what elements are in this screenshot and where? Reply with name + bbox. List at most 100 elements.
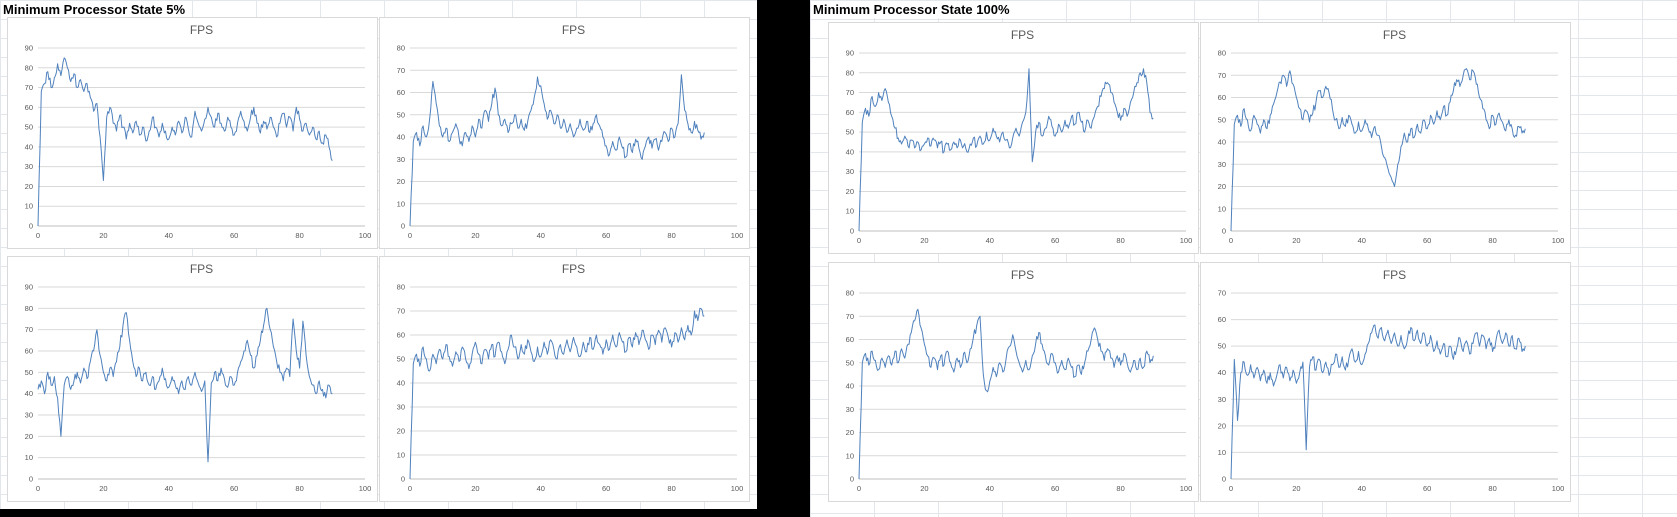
chart-title: FPS — [1383, 28, 1406, 42]
y-tick-label: 60 — [397, 331, 405, 340]
fps-line-series — [37, 57, 333, 227]
y-tick-label: 80 — [397, 44, 405, 53]
y-tick-label: 40 — [846, 382, 854, 391]
y-tick-label: 0 — [850, 475, 854, 484]
y-tick-label: 40 — [25, 142, 33, 151]
x-tick-label: 0 — [408, 231, 412, 240]
y-tick-label: 70 — [25, 325, 33, 334]
fps-chart-5pct-run2[interactable]: 0 10 20 30 40 50 60 70 80 0 20 40 60 80 100 FPS — [379, 17, 750, 249]
x-tick-label: 20 — [920, 236, 928, 245]
y-tick-label: 70 — [397, 307, 405, 316]
y-tick-label: 70 — [25, 83, 33, 92]
y-tick-label: 30 — [25, 162, 33, 171]
chart-title: FPS — [190, 262, 213, 276]
y-tick-label: 90 — [25, 283, 33, 292]
chart-title: FPS — [1383, 268, 1406, 282]
chart-canvas: 0 10 20 30 40 50 60 70 80 90 0 20 40 60 80 100 FPS — [829, 23, 1198, 253]
x-tick-label: 80 — [667, 231, 675, 240]
x-tick-label: 100 — [1180, 484, 1193, 493]
fps-chart-5pct-run1[interactable]: 0 10 20 30 40 50 60 70 80 90 0 20 40 60 80 100 FPS — [7, 17, 378, 249]
x-tick-label: 20 — [1292, 484, 1300, 493]
y-tick-label: 70 — [1218, 289, 1226, 298]
y-tick-label: 40 — [397, 379, 405, 388]
chart-canvas: 0 10 20 30 40 50 60 70 80 0 20 40 60 80 100 FPS — [829, 263, 1198, 501]
fps-chart-100pct-run3[interactable]: 0 10 20 30 40 50 60 70 80 0 20 40 60 80 100 FPS — [828, 262, 1199, 502]
x-tick-label: 40 — [537, 231, 545, 240]
fps-chart-100pct-run2[interactable]: 0 10 20 30 40 50 60 70 80 0 20 40 60 80 100 FPS — [1200, 22, 1571, 254]
x-tick-label: 40 — [537, 484, 545, 493]
x-tick-label: 0 — [1229, 236, 1233, 245]
y-tick-label: 30 — [1218, 395, 1226, 404]
y-tick-label: 30 — [397, 403, 405, 412]
y-tick-label: 60 — [25, 347, 33, 356]
y-tick-label: 50 — [397, 355, 405, 364]
y-tick-label: 40 — [846, 147, 854, 156]
y-tick-label: 0 — [1222, 475, 1226, 484]
x-tick-label: 100 — [1180, 236, 1193, 245]
x-tick-label: 20 — [1292, 236, 1300, 245]
y-tick-label: 50 — [25, 368, 33, 377]
fps-chart-100pct-run1[interactable]: 0 10 20 30 40 50 60 70 80 90 0 20 40 60 80 100 FPS — [828, 22, 1199, 254]
chart-svg: 0 10 20 30 40 50 60 70 80 90 0 20 40 60 80 100 FPS — [25, 23, 372, 240]
x-tick-label: 80 — [295, 231, 303, 240]
y-tick-label: 30 — [1218, 160, 1226, 169]
y-tick-label: 0 — [1222, 227, 1226, 236]
y-tick-label: 50 — [846, 358, 854, 367]
x-tick-label: 40 — [1358, 236, 1366, 245]
y-tick-label: 20 — [846, 187, 854, 196]
x-tick-label: 100 — [359, 484, 372, 493]
chart-svg: 0 10 20 30 40 50 60 70 0 20 40 60 80 100 FPS — [1218, 268, 1565, 493]
y-tick-label: 50 — [1218, 342, 1226, 351]
y-tick-label: 30 — [397, 155, 405, 164]
chart-title: FPS — [190, 23, 213, 37]
fps-line-series — [409, 307, 705, 480]
x-tick-label: 60 — [230, 231, 238, 240]
chart-title: FPS — [562, 23, 585, 37]
x-tick-label: 100 — [731, 231, 744, 240]
sheet-pane-5pct: Minimum Processor State 5% 0 10 20 30 40 50 60… — [0, 0, 757, 509]
fps-chart-5pct-run3[interactable]: 0 10 20 30 40 50 60 70 80 90 0 20 40 60 80 100 FPS — [7, 256, 378, 502]
y-tick-label: 10 — [25, 453, 33, 462]
y-tick-label: 40 — [25, 389, 33, 398]
x-tick-label: 80 — [295, 484, 303, 493]
y-tick-label: 10 — [397, 199, 405, 208]
y-tick-label: 50 — [1218, 115, 1226, 124]
y-tick-label: 0 — [29, 222, 33, 231]
y-tick-label: 60 — [25, 103, 33, 112]
y-tick-label: 0 — [29, 475, 33, 484]
y-tick-label: 80 — [25, 63, 33, 72]
x-tick-label: 60 — [602, 231, 610, 240]
fps-chart-100pct-run4[interactable]: 0 10 20 30 40 50 60 70 0 20 40 60 80 100 FPS — [1200, 262, 1571, 502]
y-tick-label: 70 — [397, 66, 405, 75]
chart-title: FPS — [1011, 28, 1034, 42]
y-tick-label: 30 — [846, 167, 854, 176]
sheet-pane-100pct: Minimum Processor State 100% 0 10 20 30 40 50… — [810, 0, 1677, 517]
y-tick-label: 50 — [846, 128, 854, 137]
black-column-divider — [757, 0, 810, 517]
y-tick-label: 0 — [850, 227, 854, 236]
chart-title: FPS — [1011, 268, 1034, 282]
y-tick-label: 20 — [397, 427, 405, 436]
y-tick-label: 50 — [25, 123, 33, 132]
x-tick-label: 0 — [1229, 484, 1233, 493]
chart-svg: 0 10 20 30 40 50 60 70 80 0 20 40 60 80 100 FPS — [846, 268, 1193, 493]
x-tick-label: 60 — [230, 484, 238, 493]
y-tick-label: 70 — [846, 312, 854, 321]
y-tick-label: 60 — [846, 335, 854, 344]
x-tick-label: 60 — [602, 484, 610, 493]
fps-chart-5pct-run4[interactable]: 0 10 20 30 40 50 60 70 80 0 20 40 60 80 100 FPS — [379, 256, 750, 502]
x-tick-label: 40 — [986, 236, 994, 245]
chart-canvas: 0 10 20 30 40 50 60 70 80 90 0 20 40 60 80 100 FPS — [8, 257, 377, 501]
x-tick-label: 60 — [1423, 484, 1431, 493]
y-tick-label: 0 — [401, 222, 405, 231]
x-tick-label: 0 — [408, 484, 412, 493]
y-tick-label: 60 — [846, 108, 854, 117]
y-tick-label: 10 — [846, 207, 854, 216]
x-tick-label: 100 — [359, 231, 372, 240]
x-tick-label: 80 — [1116, 484, 1124, 493]
y-tick-label: 80 — [846, 68, 854, 77]
y-tick-label: 20 — [1218, 182, 1226, 191]
y-tick-label: 40 — [1218, 368, 1226, 377]
chart-svg: 0 10 20 30 40 50 60 70 80 0 20 40 60 80 100 FPS — [1218, 28, 1565, 245]
